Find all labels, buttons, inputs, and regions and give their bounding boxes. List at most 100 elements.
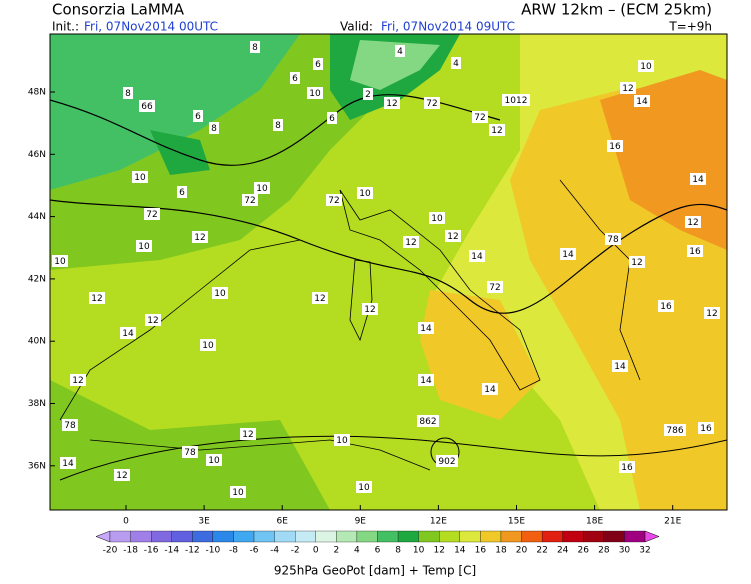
right-title: ARW 12km – (ECM 25km) [521,1,712,19]
map-label-box [144,208,160,220]
lon-label: 12E [430,517,447,527]
map-label-box [182,446,198,458]
colorbar-label: 14 [454,546,466,556]
colorbar-label: 20 [516,546,528,556]
map-label-box [445,230,461,242]
map-label-box [139,100,155,112]
map-label: 12 [405,238,416,248]
lat-label: 40N [28,337,46,347]
map-label-box [687,245,703,257]
map-label-box [206,454,222,466]
map-label-box [356,481,372,493]
map-label: 6 [179,188,185,198]
colorbar-label: -6 [250,546,259,556]
map-label-box [357,187,373,199]
map-label-box [200,339,216,351]
colorbar-label: 28 [598,546,610,556]
colorbar-label: 6 [375,546,381,556]
map-label: 14 [122,329,134,339]
map-label: 862 [419,417,436,427]
map-label: 786 [666,426,683,436]
map-label: 10 [336,436,348,446]
map-label: 12 [72,376,83,386]
map-label-box [664,424,686,436]
colorbar-swatch [130,530,152,543]
map-label: 10 [208,456,220,466]
map-label: 10 [359,189,371,199]
map-label: 8 [125,89,131,99]
colorbar-swatch [274,530,296,543]
map-label: 10 [431,214,443,224]
map-label: 12 [447,232,458,242]
map-label-box [620,82,636,94]
lat-label: 48N [28,88,46,98]
map-label: 66 [141,102,153,112]
map-label-box [424,97,440,109]
map-label: 12 [364,305,375,315]
colorbar-swatch [336,530,358,543]
map-label: 6 [329,114,335,124]
map-label-box [384,97,400,109]
map-label: 14 [692,175,704,185]
colorbar-swatch [192,530,214,543]
map-label: 72 [146,210,157,220]
map-label: 16 [621,463,633,473]
colorbar-label: -8 [229,546,238,556]
map-label-box [70,374,86,386]
map-label: 72 [426,99,437,109]
colorbar-label: 0 [313,546,319,556]
map-label-box [230,486,246,498]
colorbar-swatch [439,530,460,543]
map-label-box [326,194,342,206]
map-label: 8 [275,121,281,131]
map-label-box [334,434,350,446]
colorbar-label: 4 [354,546,360,556]
map-label-box [403,236,419,248]
map-label: 10 [232,488,244,498]
map-label-box [619,461,635,473]
map-label: 10 [138,242,150,252]
lat-label: 46N [28,150,46,160]
map-frame [49,33,728,511]
map-label-box [472,111,488,123]
map-label: 10 [134,173,146,183]
colorbar-swatch [562,530,584,543]
colorbar-swatch [480,530,502,543]
map-label: 10 [54,257,66,267]
map-label-box [240,428,256,440]
lon-label: 6E [276,517,288,527]
map-label-box [290,72,300,84]
map-label: 4 [397,47,403,57]
colorbar-label: 30 [619,546,631,556]
map-label: 6 [195,112,201,122]
colorbar-label: 32 [639,546,650,556]
colorbar-swatch [500,530,522,543]
map-label: 12 [194,233,205,243]
lon-label: 0 [123,517,129,527]
colorbar-label: -10 [206,546,221,556]
colorbar-swatch [212,530,234,543]
map-label-box [193,110,203,122]
lat-label: 38N [28,399,46,409]
valid-value: Fri, 07Nov2014 09UTC [381,20,515,34]
colorbar-swatch [377,530,399,543]
map-label-box [177,186,187,198]
colorbar-label: -14 [164,546,179,556]
map-label-box [254,182,270,194]
map-label-box [487,281,503,293]
colorbar-label: 8 [395,546,401,556]
map-label: 12 [91,294,102,304]
map-label: 78 [184,448,196,458]
map-label-box [145,314,161,326]
lon-label: 18E [586,517,603,527]
map-label-box [436,455,458,467]
left-title: Consorzia LaMMA [52,1,185,19]
colorbar-label: 10 [413,546,425,556]
map-label: 12 [706,309,717,319]
map-label-box [605,233,621,245]
valid-label: Valid: [340,20,373,34]
colorbar-label: 18 [495,546,507,556]
map-label-box [418,374,434,386]
colorbar-swatch [397,530,419,543]
map-label: 10 [309,89,321,99]
